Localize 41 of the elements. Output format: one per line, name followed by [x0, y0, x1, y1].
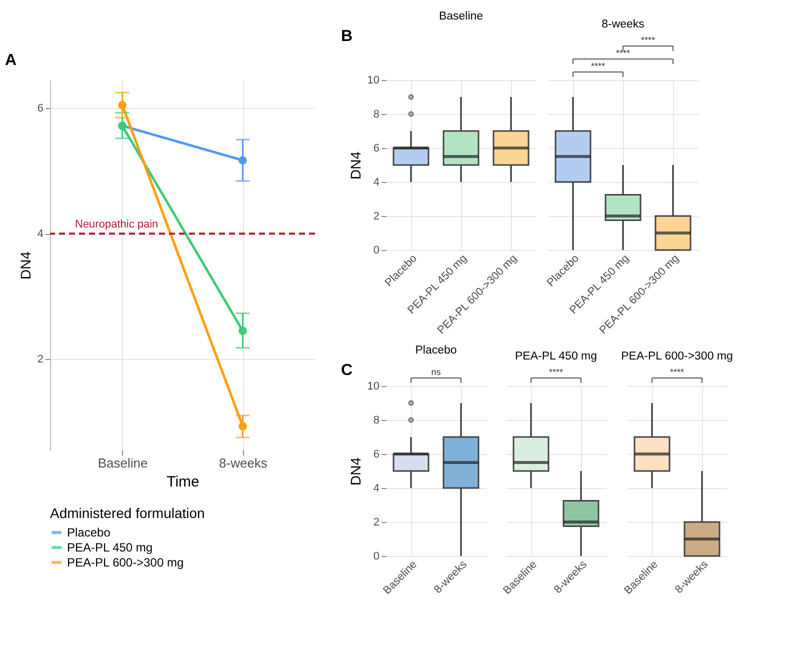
point: [238, 326, 247, 336]
y-tick-label: 8: [373, 108, 380, 120]
chart-subtitle: PEA-PL 450 mg: [514, 350, 598, 362]
y-tick-label: 6: [373, 142, 380, 154]
y-tick-label: 0: [373, 550, 380, 562]
chart-title: A: [5, 52, 17, 69]
chart-subtitle: Baseline: [438, 10, 484, 22]
y-axis-title: DN4: [347, 457, 364, 486]
point: [238, 156, 247, 164]
y-tick-label: 10: [367, 380, 380, 392]
y-tick-label: 2: [37, 354, 44, 366]
point: [238, 422, 247, 430]
chart-subtitle: Placebo: [415, 344, 457, 356]
legend-title: Administered formulation: [50, 505, 205, 521]
chart-title: B: [341, 28, 353, 45]
legend-label: PEA-PL 450 mg: [67, 540, 153, 554]
y-tick-label: 6: [37, 102, 44, 115]
text: ****: [670, 367, 684, 377]
text: ns: [431, 367, 442, 377]
y-tick-label: 0: [373, 244, 380, 256]
chart-subtitle: PEA-PL 600->300 mg: [621, 350, 733, 362]
text: ****: [548, 367, 564, 377]
text: ****: [616, 48, 630, 58]
chart-title: C: [341, 362, 353, 379]
text: ****: [640, 35, 656, 45]
y-tick-label: 2: [373, 516, 380, 528]
point: [118, 100, 126, 110]
x-axis-title: Time: [166, 474, 200, 490]
y-tick-label: 4: [373, 482, 380, 494]
y-tick-label: 8: [373, 414, 380, 426]
legend-label: Placebo: [67, 526, 111, 540]
chart-subtitle: 8-weeks: [602, 18, 645, 30]
y-tick-label: 4: [37, 228, 44, 240]
text: ****: [590, 61, 606, 71]
ref-line-label: Neuropathic pain: [75, 218, 158, 231]
y-tick-label: 10: [367, 74, 380, 86]
y-axis-title: DN4: [17, 251, 34, 280]
y-tick-label: 2: [373, 210, 380, 222]
y-tick-label: 4: [373, 176, 380, 188]
y-axis-title: DN4: [347, 151, 364, 180]
y-tick-label: 6: [373, 448, 380, 460]
